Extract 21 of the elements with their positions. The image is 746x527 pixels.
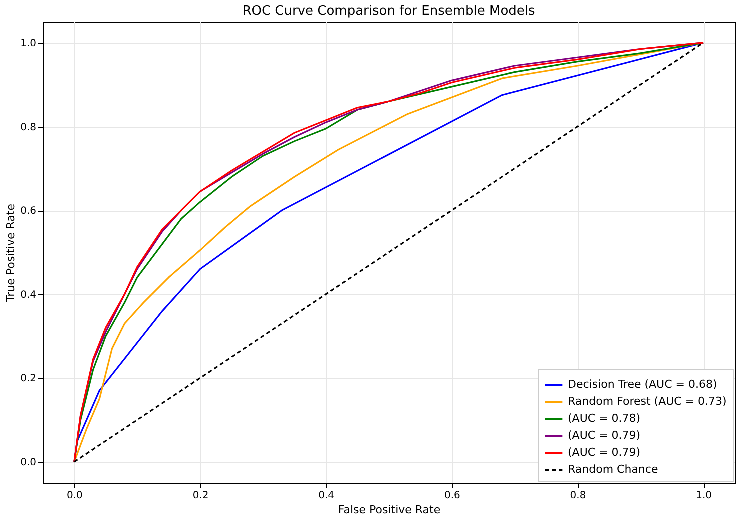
legend-label: (AUC = 0.79) bbox=[568, 446, 641, 459]
x-axis-title: False Positive Rate bbox=[338, 504, 441, 516]
y-tick-label: 0.6 bbox=[20, 206, 36, 218]
y-tick-label: 0.8 bbox=[20, 122, 36, 134]
legend-label: Random Chance bbox=[568, 463, 658, 476]
x-tick-label: 0.8 bbox=[570, 490, 586, 502]
x-tick-label: 1.0 bbox=[696, 490, 712, 502]
y-tick-label: 0.2 bbox=[20, 374, 36, 385]
y-tick-label: 1.0 bbox=[20, 38, 36, 50]
legend-label: (AUC = 0.78) bbox=[568, 412, 641, 425]
legend-label: Random Forest (AUC = 0.73) bbox=[568, 395, 727, 408]
y-axis-title: True Positive Rate bbox=[4, 204, 18, 303]
x-tick-label: 0.4 bbox=[318, 490, 335, 502]
y-tick-label: 0.0 bbox=[20, 458, 36, 469]
x-tick-label: 0.6 bbox=[444, 490, 460, 502]
x-tick-label: 0.0 bbox=[67, 490, 83, 502]
legend-label: Decision Tree (AUC = 0.68) bbox=[568, 378, 718, 391]
chart-title: ROC Curve Comparison for Ensemble Models bbox=[242, 4, 536, 19]
legend-label: (AUC = 0.79) bbox=[568, 429, 641, 442]
y-tick-label: 0.4 bbox=[20, 290, 36, 301]
x-tick-label: 0.2 bbox=[192, 490, 209, 502]
